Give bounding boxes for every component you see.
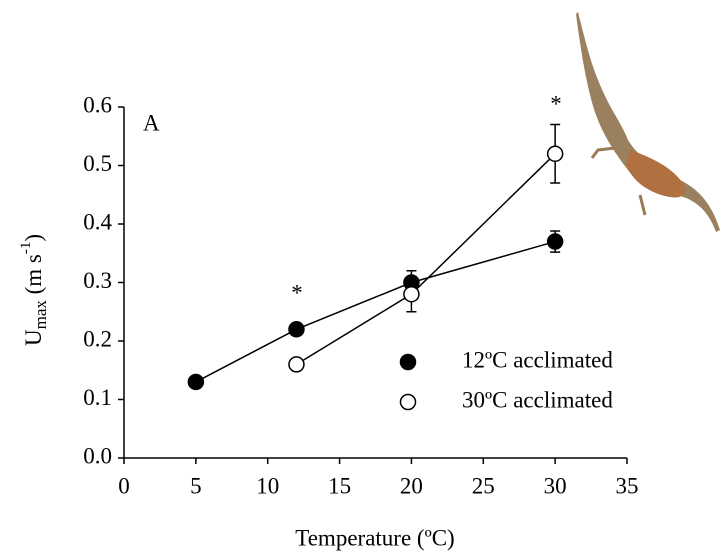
y-tick-label: 0.1 [83,385,112,410]
salamander-photo [576,12,720,232]
y-label-sup: -1 [18,242,34,255]
x-tick-label: 30 [544,473,567,498]
series-line [195,240,556,383]
x-tick-label: 10 [256,473,279,498]
significance-marker: * [550,91,562,116]
x-axis-label: Temperature (ºC) [295,525,454,550]
legend-label: 30ºC acclimated [462,387,613,412]
legend-marker [399,393,417,411]
y-label-sub: max [31,300,50,330]
y-label-unit: (m s [21,254,46,300]
y-tick-label: 0.0 [83,443,112,468]
y-tick-label: 0.2 [83,326,112,351]
legend-marker [399,353,417,371]
x-tick-label: 5 [190,473,202,498]
y-label-main: U [21,329,46,346]
x-tick-label: 25 [472,473,495,498]
data-point [546,233,564,250]
significance-marker: * [291,280,303,305]
data-point [288,356,305,373]
data-point [288,321,305,338]
data-point [403,285,420,303]
x-tick-label: 15 [328,473,351,498]
y-label-close: ) [21,234,46,242]
panel-label: A [143,110,160,135]
y-tick-label: 0.6 [83,92,112,117]
x-tick-label: 0 [118,473,130,498]
y-tick-label: 0.3 [83,268,112,293]
y-tick-label: 0.4 [83,209,112,234]
data-point [546,145,564,163]
y-tick-label: 0.5 [83,151,112,176]
series-line [296,153,556,366]
x-tick-label: 20 [400,473,423,498]
x-tick-label: 35 [616,473,639,498]
y-axis-label: Umax (m s-1) [18,234,49,346]
legend-label: 12ºC acclimated [462,347,613,372]
data-point [187,373,205,391]
